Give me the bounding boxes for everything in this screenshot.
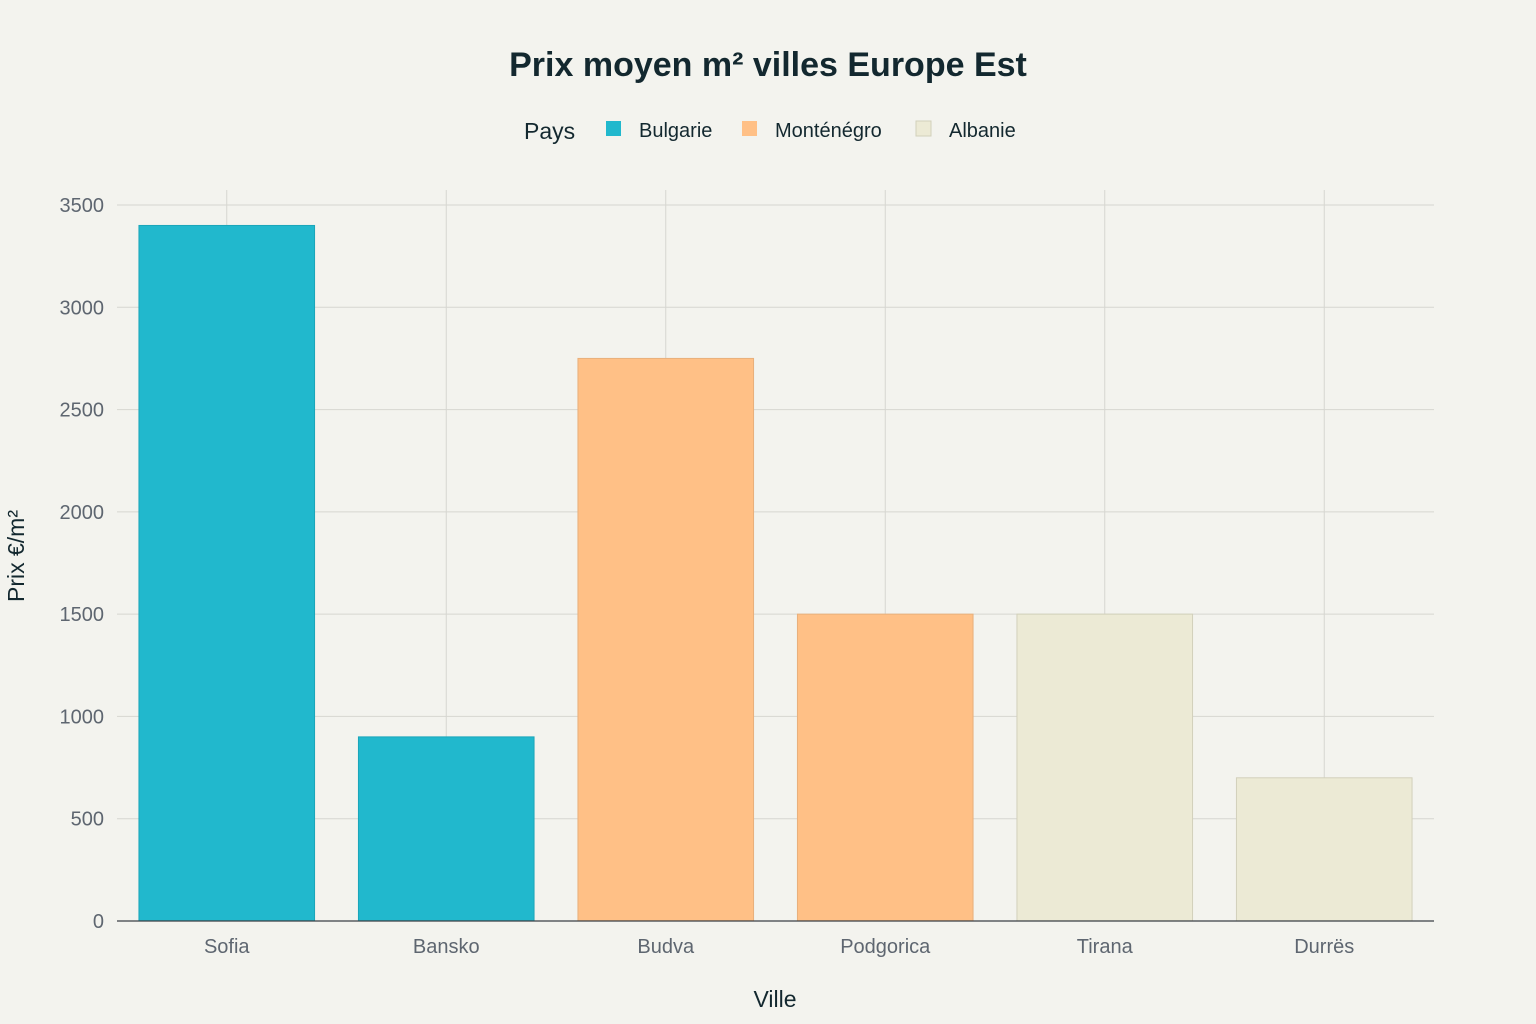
legend-swatch-bulgarie: [606, 121, 621, 136]
legend: Pays Bulgarie Monténégro Albanie: [524, 118, 1016, 144]
y-tick-label: 3500: [60, 195, 105, 217]
bar-budva: [577, 357, 755, 922]
legend-label: Monténégro: [775, 120, 882, 142]
x-tick-label: Podgorica: [840, 936, 931, 958]
bar-sofia: [138, 224, 316, 922]
x-axis-title: Ville: [753, 986, 796, 1012]
x-axis: Sofia Bansko Budva Podgorica Tirana Durrës: [117, 920, 1434, 958]
x-tick-label: Durrës: [1294, 936, 1354, 958]
y-tick-label: 500: [71, 809, 104, 831]
chart-title: Prix moyen m² villes Europe Est: [509, 46, 1027, 84]
bar-tirana: [1016, 613, 1194, 922]
bars: [138, 224, 1413, 922]
y-tick-label: 3000: [60, 297, 105, 319]
x-tick-label: Budva: [637, 936, 695, 958]
x-tick-label: Tirana: [1077, 936, 1134, 958]
y-tick-label: 2500: [60, 400, 105, 422]
bar-podgorica: [796, 613, 974, 922]
legend-label: Bulgarie: [639, 120, 712, 142]
y-axis: 0 500 1000 1500 2000 2500 3000 3500: [60, 195, 105, 933]
legend-title: Pays: [524, 118, 575, 144]
y-tick-label: 2000: [60, 502, 105, 524]
y-tick-label: 0: [93, 911, 104, 933]
legend-swatch-monténégro: [742, 121, 757, 136]
y-tick-label: 1500: [60, 604, 105, 626]
x-tick-label: Bansko: [413, 936, 480, 958]
legend-label: Albanie: [949, 120, 1016, 142]
legend-swatch-albanie: [915, 120, 932, 137]
x-tick-label: Sofia: [204, 936, 250, 958]
y-tick-label: 1000: [60, 706, 105, 728]
y-axis-title: Prix €/m²: [3, 510, 29, 602]
bar-bansko: [357, 736, 535, 922]
bar-durrës: [1235, 777, 1413, 922]
